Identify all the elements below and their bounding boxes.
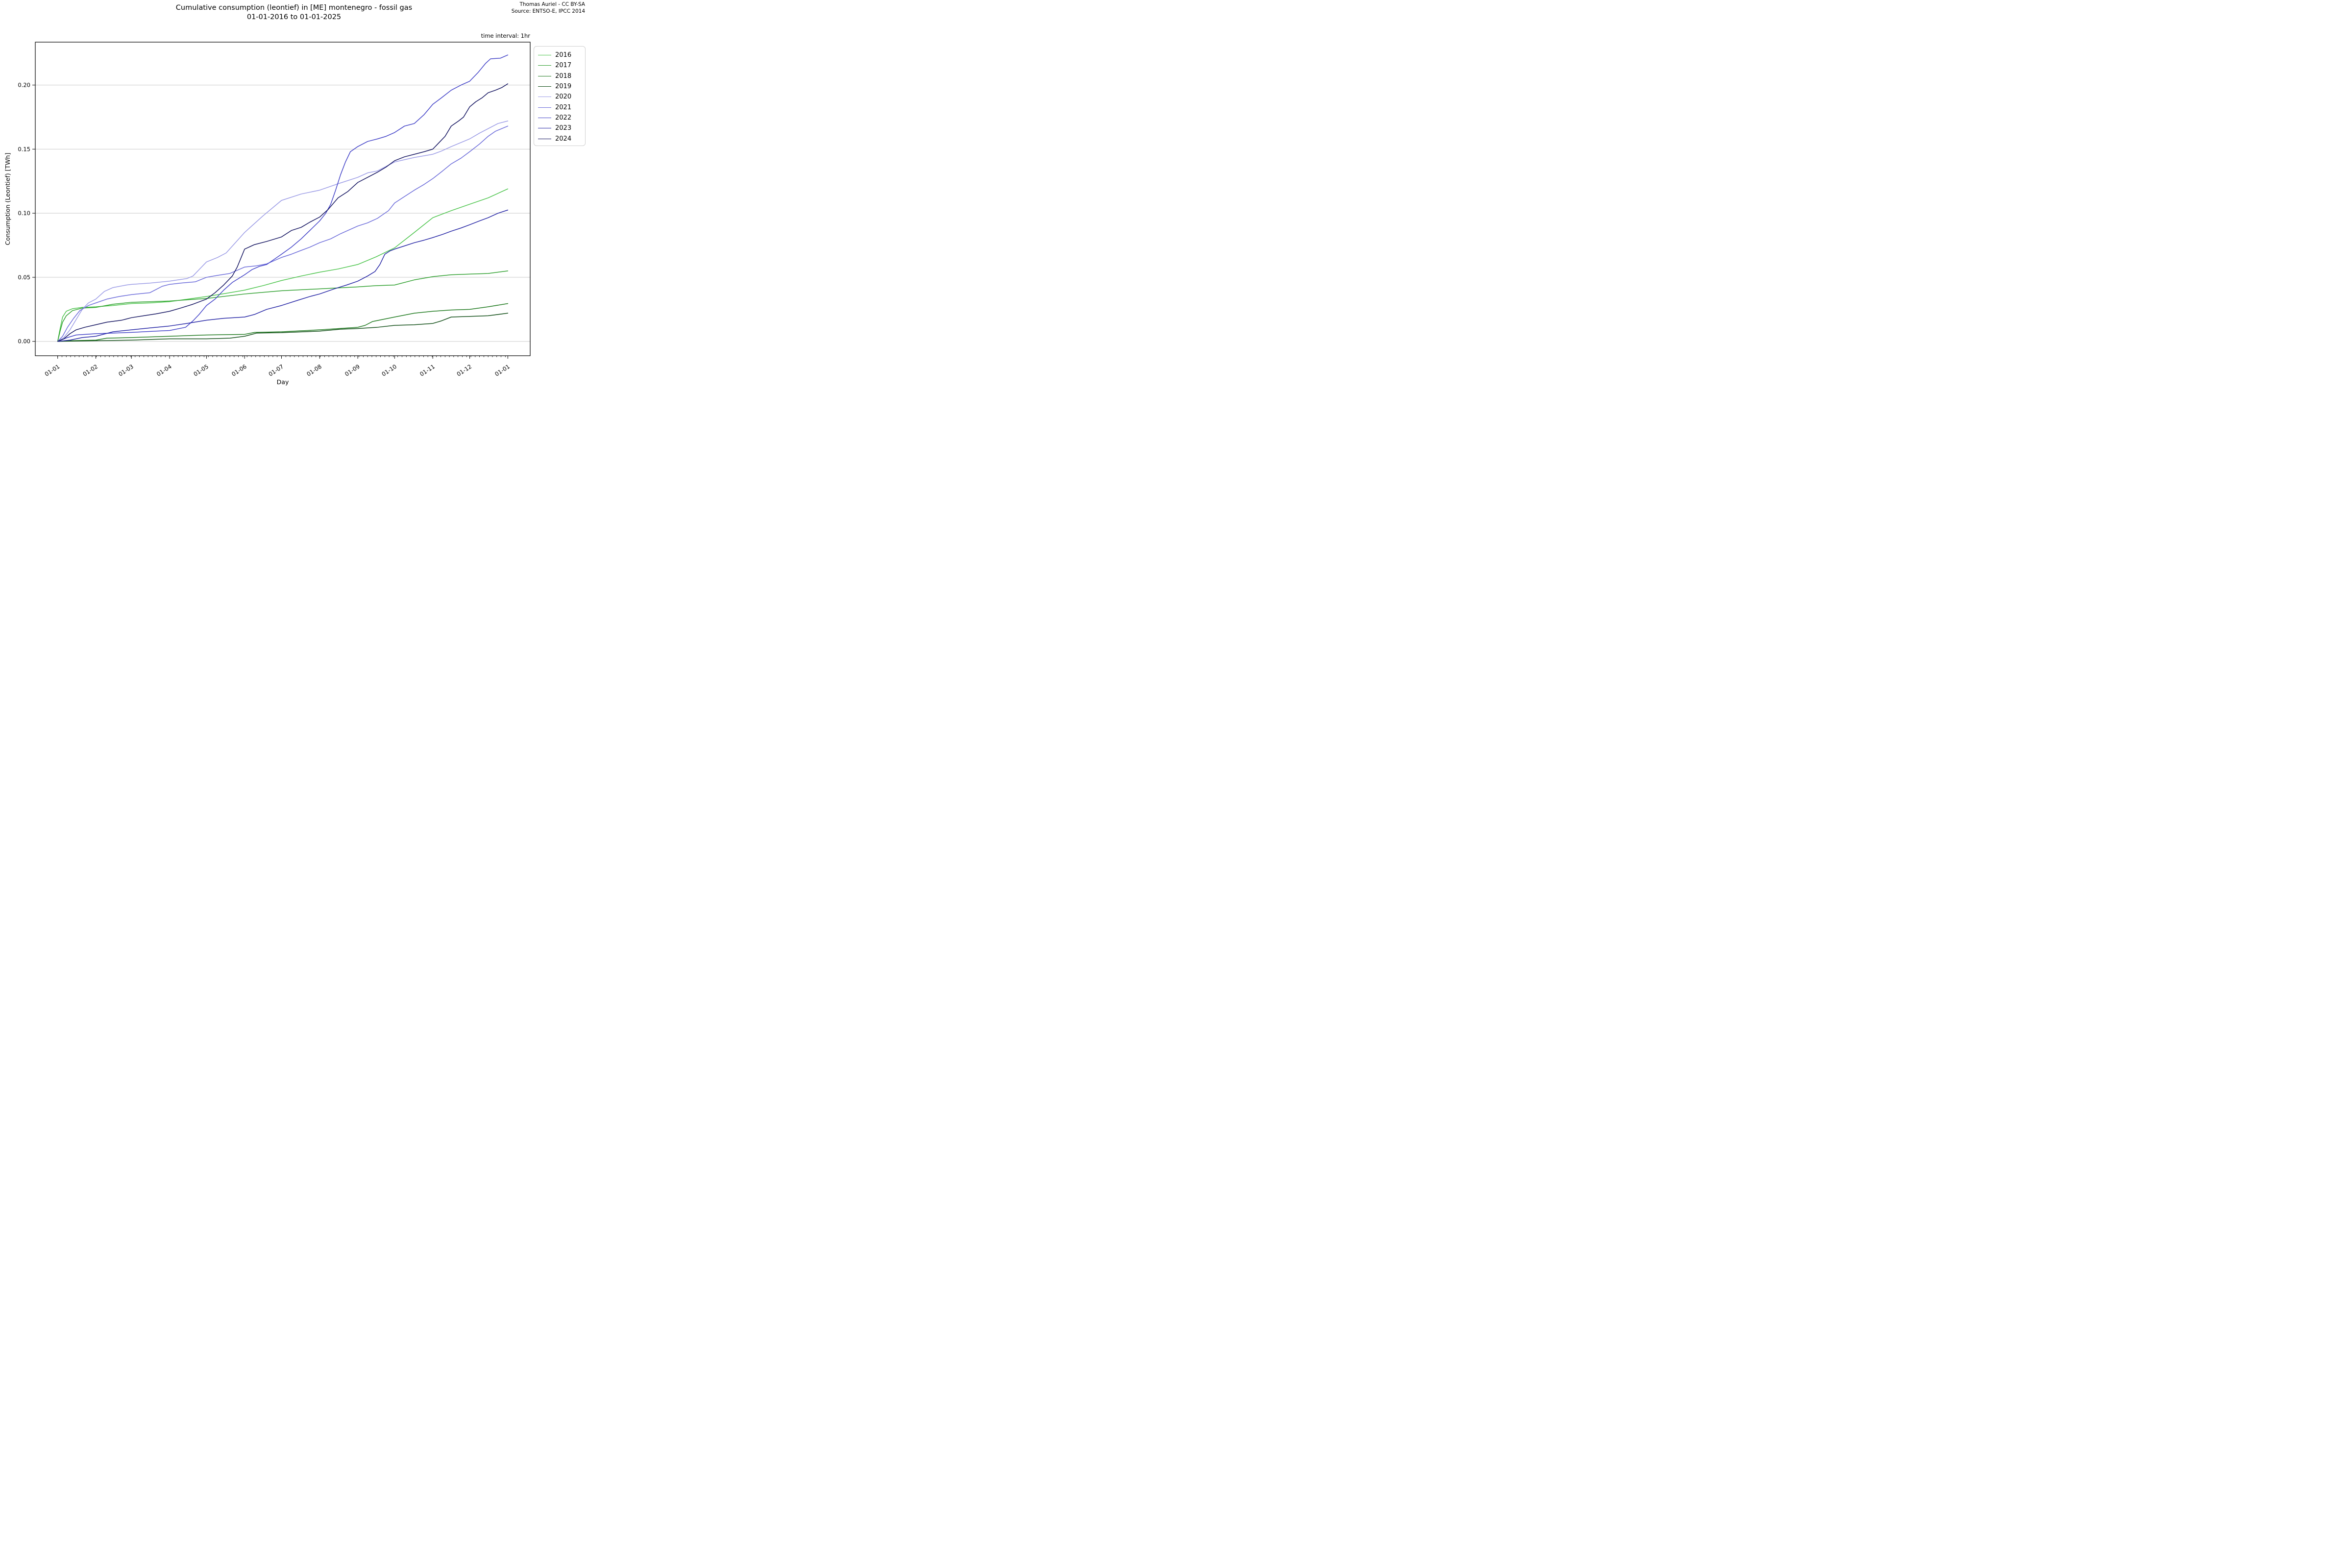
legend-item-2016: 2016 [538, 50, 585, 60]
legend-item-2020: 2020 [538, 92, 585, 102]
series-line-2021 [57, 125, 509, 342]
y-tick-label: 0.15 [18, 146, 30, 152]
y-tick-label: 0.20 [18, 82, 30, 89]
line-chart: 01-01 01-02 01-03 01-04 01-05 01-06 01-07 01-08… [4, 42, 531, 386]
legend-label: 2021 [555, 103, 572, 111]
legend: 2016 2017 2018 2019 2020 2021 2022 2023 2024 [534, 46, 586, 146]
legend-item-2018: 2018 [538, 71, 585, 81]
x-tick-label: 01-09 [343, 363, 361, 378]
x-tick-label: 01-01 [44, 363, 61, 378]
series-line-2017 [57, 270, 509, 342]
legend-line-swatch [538, 107, 551, 108]
legend-label: 2023 [555, 124, 572, 132]
series-line-2019 [57, 313, 509, 342]
legend-item-2023: 2023 [538, 123, 585, 133]
chart-subtitle: 01-01-2016 to 01-01-2025 [246, 13, 342, 21]
attribution-author: Thomas Auriel - CC BY-SA [519, 1, 585, 7]
y-tick-label: 0.05 [18, 274, 30, 281]
legend-item-2017: 2017 [538, 60, 585, 71]
x-tick-label: 01-08 [305, 363, 323, 378]
x-tick-label: 01-10 [380, 363, 398, 378]
legend-item-2021: 2021 [538, 102, 585, 112]
series-line-2023 [57, 209, 509, 342]
x-tick-label: 01-06 [230, 363, 248, 378]
x-tick-label: 01-11 [418, 363, 436, 378]
series-line-2016 [57, 188, 509, 342]
x-tick-label: 01-01 [493, 363, 511, 378]
legend-label: 2019 [555, 83, 572, 91]
legend-label: 2016 [555, 51, 572, 59]
x-tick-label: 01-12 [455, 363, 473, 378]
series-line-2018 [57, 303, 509, 342]
legend-item-2019: 2019 [538, 81, 585, 92]
x-tick-label: 01-05 [192, 363, 210, 378]
attribution: Thomas Auriel - CC BY-SA Source: ENTSO-E… [512, 1, 585, 15]
series-line-2024 [57, 83, 509, 342]
legend-item-2022: 2022 [538, 113, 585, 123]
legend-line-swatch [538, 65, 551, 66]
legend-line-swatch [538, 86, 551, 87]
legend-label: 2018 [555, 72, 572, 80]
legend-label: 2024 [555, 135, 572, 143]
legend-item-2024: 2024 [538, 133, 585, 144]
chart-title: Cumulative consumption (leontief) in [ME… [175, 4, 413, 12]
legend-label: 2017 [555, 62, 572, 70]
attribution-source: Source: ENTSO-E, IPCC 2014 [511, 8, 585, 14]
time-interval-note: time interval: 1hr [481, 32, 530, 39]
legend-label: 2022 [555, 114, 572, 122]
series-line-2020 [57, 121, 509, 342]
x-tick-label: 01-07 [267, 363, 285, 378]
y-axis-label: Consumption (Leontief) [TWh] [4, 153, 11, 245]
y-tick-label: 0.00 [18, 338, 30, 345]
series-line-2022 [57, 54, 509, 342]
axes-frame [35, 42, 531, 356]
x-axis-label: Day [277, 378, 289, 386]
x-tick-label: 01-02 [81, 363, 99, 378]
legend-label: 2020 [555, 93, 572, 101]
y-tick-label: 0.10 [18, 210, 30, 217]
x-tick-label: 01-03 [117, 363, 135, 378]
x-tick-label: 01-04 [155, 363, 173, 378]
figure: Cumulative consumption (leontief) in [ME… [0, 0, 588, 392]
